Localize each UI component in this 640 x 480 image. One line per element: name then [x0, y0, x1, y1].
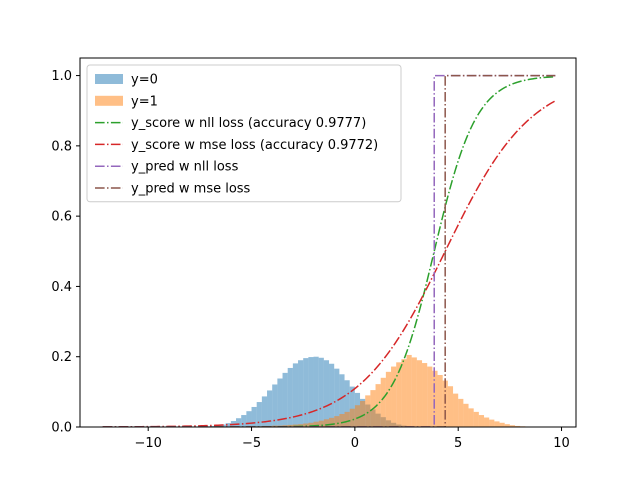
hist-1-bar-24	[354, 405, 361, 427]
hist-0-bar-3	[215, 425, 221, 427]
hist-1-bar-46	[468, 408, 474, 427]
legend-label-1: y=1	[131, 94, 158, 109]
hist-1-bar-13	[298, 424, 304, 427]
axes-frame	[79, 57, 577, 428]
hist-1-bar-31	[391, 366, 397, 427]
hist-1-bar-51	[494, 421, 500, 427]
hist-1-bar-32	[396, 362, 402, 427]
hist-1-bar-55	[515, 425, 521, 427]
histogram-layer	[199, 354, 531, 427]
hist-0-bar-26	[334, 368, 340, 427]
legend-swatch-1	[95, 95, 123, 106]
hist-0-bar-28	[344, 380, 350, 427]
hist-1-bar-36	[416, 360, 423, 427]
hist-1-bar-43	[453, 393, 459, 427]
legend-label-5: y_pred w mse loss	[131, 182, 251, 197]
legend: y=0 y=1 y_score w nll loss (accuracy 0.977…	[86, 64, 402, 203]
legend-swatch-0	[95, 74, 123, 84]
hist-1-bar-20	[334, 416, 340, 427]
hist-1-bar-52	[499, 422, 505, 427]
hist-1-bar-44	[458, 398, 464, 427]
legend-box	[86, 64, 402, 203]
x-axis: −10 −5 0 5 10	[134, 427, 570, 451]
x-tick-label-4: 10	[553, 436, 570, 451]
legend-label-0: y=0	[131, 73, 158, 88]
hist-1-bar-50	[489, 419, 495, 427]
hist-0-bar-16	[282, 372, 288, 427]
x-tick-label-2: 0	[351, 436, 359, 451]
hist-1-bar-35	[411, 357, 417, 427]
hist-1-bar-21	[339, 413, 345, 427]
y-tick-label-3: 0.6	[51, 210, 72, 225]
hist-1-bar-37	[422, 363, 428, 427]
hist-1-bar-23	[349, 408, 355, 427]
hist-1-bar-42	[447, 386, 454, 427]
hist-0-bar-7	[236, 418, 242, 427]
y-tick-label-4: 0.8	[51, 139, 72, 154]
series-line-3	[102, 74, 556, 427]
y-tick-label-2: 0.4	[51, 280, 72, 295]
hist-1-bar-22	[344, 411, 350, 427]
hist-1-bar-17	[318, 420, 324, 427]
hist-0-bar-5	[225, 423, 231, 427]
hist-1-bar-19	[329, 417, 335, 427]
legend-label-2: y_score w nll loss (accuracy 0.9777)	[131, 116, 366, 131]
hist-0-bar-19	[298, 360, 304, 427]
hist-0-bar-23	[318, 357, 324, 427]
hist-0-bar-13	[267, 390, 273, 427]
hist-0-bar-17	[287, 367, 293, 427]
hist-0-bar-2	[210, 425, 216, 427]
hist-1-bar-14	[303, 423, 309, 427]
hist-0-bar-25	[329, 363, 335, 427]
hist-1-bar-48	[478, 415, 485, 427]
hist-1-bar-53	[504, 424, 510, 427]
series-line-1	[102, 100, 556, 427]
hist-0-bar-27	[339, 374, 345, 427]
x-tick-label-1: −5	[242, 436, 261, 451]
hist-0-bar-14	[272, 384, 278, 427]
series-line-0	[102, 75, 556, 427]
legend-label-3: y_score w mse loss (accuracy 0.9772)	[131, 138, 378, 153]
hist-0-bar-4	[220, 424, 226, 427]
line-layer	[102, 74, 556, 427]
hist-1-bar-38	[427, 366, 433, 427]
hist-0-bar-15	[277, 378, 283, 427]
hist-1-bar-49	[484, 417, 490, 427]
hist-1-bar-39	[432, 370, 438, 427]
x-tick-label-0: −10	[134, 436, 161, 451]
hist-0-bar-18	[292, 363, 299, 427]
hist-1-bar-16	[313, 421, 319, 427]
legend-label-4: y_pred w nll loss	[131, 160, 239, 175]
hist-1-bar-29	[380, 377, 386, 427]
hist-1-bar-45	[463, 403, 469, 427]
hist-1-bar-25	[360, 400, 366, 427]
hist-1-bar-15	[308, 422, 314, 427]
hist-0-bar-20	[303, 358, 309, 427]
hist-1-bar-26	[365, 395, 371, 427]
hist-1-bar-47	[473, 411, 479, 427]
hist-1-bar-30	[385, 371, 392, 427]
hist-1-bar-34	[406, 354, 412, 427]
hist-0-bar-12	[261, 396, 268, 427]
hist-0-bar-21	[308, 357, 314, 427]
hist-0-bar-24	[323, 360, 330, 427]
hist-1-bar-40	[437, 374, 443, 427]
x-tick-label-3: 5	[454, 436, 462, 451]
hist-1-bar-54	[509, 425, 516, 427]
y-axis: 0.0 0.2 0.4 0.6 0.8 1.0	[51, 69, 80, 436]
y-tick-label-0: 0.0	[51, 421, 72, 436]
hist-1-bar-28	[375, 384, 381, 427]
hist-0-bar-8	[241, 415, 247, 427]
hist-0-bar-9	[246, 411, 252, 427]
hist-0-bar-10	[251, 406, 257, 427]
hist-0-bar-11	[256, 402, 262, 427]
y-tick-label-5: 1.0	[51, 69, 72, 84]
hist-1-bar-18	[323, 419, 330, 427]
hist-0-bar-22	[313, 356, 319, 427]
hist-1-bar-33	[401, 359, 407, 427]
y-tick-label-1: 0.2	[51, 350, 72, 365]
hist-1-bar-41	[442, 380, 448, 427]
hist-0-bar-29	[349, 386, 355, 427]
